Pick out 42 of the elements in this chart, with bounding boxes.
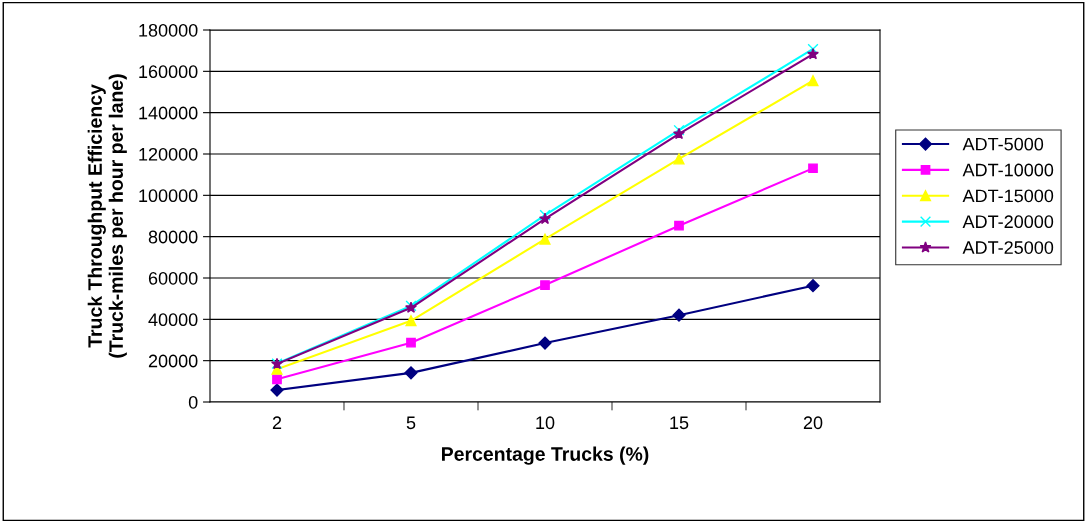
y-tick-label: 140000: [139, 106, 198, 120]
point: [272, 374, 282, 385]
point: [807, 47, 819, 60]
y-tick-label: 40000: [148, 313, 198, 327]
point: [538, 336, 552, 350]
point: [673, 124, 685, 136]
y-tick-label: 60000: [148, 271, 198, 285]
point: [806, 279, 820, 293]
y-tick-label: 180000: [139, 23, 198, 37]
legend-label: ADT-20000: [962, 215, 1054, 229]
legend-label: ADT-25000: [962, 241, 1054, 254]
y-tick-label: 100000: [139, 189, 198, 203]
y-tick-label: 0: [188, 395, 198, 409]
point: [405, 315, 417, 327]
point: [404, 366, 418, 380]
x-axis-title: Percentage Trucks (%): [442, 446, 649, 465]
point: [406, 337, 416, 348]
x-tick-label: 5: [406, 416, 416, 430]
y-tick-label: 20000: [148, 354, 198, 368]
legend-label: ADT-10000: [962, 163, 1054, 177]
point: [539, 212, 551, 225]
y-tick-label: 120000: [139, 147, 198, 161]
x-tick-label: 10: [536, 416, 555, 430]
point: [672, 308, 686, 322]
point: [673, 127, 685, 140]
point: [673, 153, 685, 165]
point: [807, 43, 819, 55]
y-axis-title: Truck Throughput Efficiency (Truck-miles per hour per lane): [87, 74, 127, 358]
y-tick-label: 160000: [139, 65, 198, 79]
point: [539, 209, 551, 221]
point: [540, 280, 550, 290]
point: [270, 383, 284, 397]
y-tick-label: 80000: [148, 230, 198, 244]
point: [674, 220, 684, 231]
x-tick-label: 2: [272, 416, 282, 429]
legend-label: ADT-15000: [962, 189, 1054, 203]
point: [539, 233, 551, 245]
x-tick-label: 20: [803, 416, 823, 430]
point: [807, 75, 819, 87]
point: [808, 163, 818, 174]
x-tick-label: 15: [670, 416, 689, 430]
legend-label: ADT-5000: [962, 137, 1044, 151]
